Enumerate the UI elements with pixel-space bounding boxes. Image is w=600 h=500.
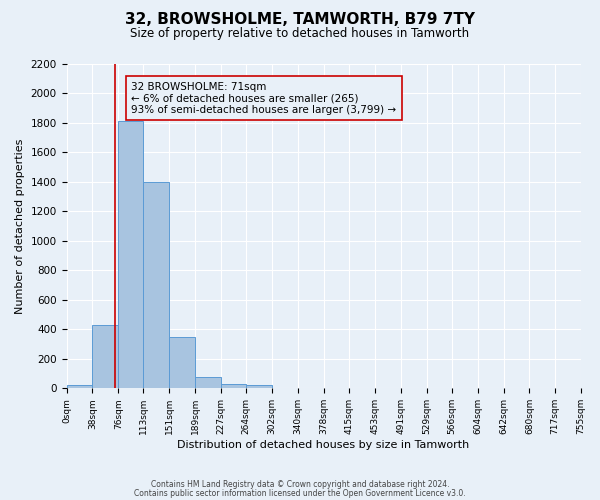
Bar bbox=[118, 122, 143, 388]
Text: Contains public sector information licensed under the Open Government Licence v3: Contains public sector information licen… bbox=[134, 488, 466, 498]
Text: Size of property relative to detached houses in Tamworth: Size of property relative to detached ho… bbox=[130, 28, 470, 40]
Text: Contains HM Land Registry data © Crown copyright and database right 2024.: Contains HM Land Registry data © Crown c… bbox=[151, 480, 449, 489]
Text: 32, BROWSHOLME, TAMWORTH, B79 7TY: 32, BROWSHOLME, TAMWORTH, B79 7TY bbox=[125, 12, 475, 28]
Bar bbox=[195, 376, 221, 388]
Bar bbox=[246, 386, 272, 388]
Bar bbox=[143, 182, 169, 388]
Y-axis label: Number of detached properties: Number of detached properties bbox=[15, 138, 25, 314]
Bar bbox=[169, 336, 195, 388]
Bar bbox=[67, 386, 92, 388]
Bar bbox=[221, 384, 246, 388]
Bar bbox=[92, 325, 118, 388]
Text: 32 BROWSHOLME: 71sqm
← 6% of detached houses are smaller (265)
93% of semi-detac: 32 BROWSHOLME: 71sqm ← 6% of detached ho… bbox=[131, 82, 397, 115]
X-axis label: Distribution of detached houses by size in Tamworth: Distribution of detached houses by size … bbox=[178, 440, 470, 450]
